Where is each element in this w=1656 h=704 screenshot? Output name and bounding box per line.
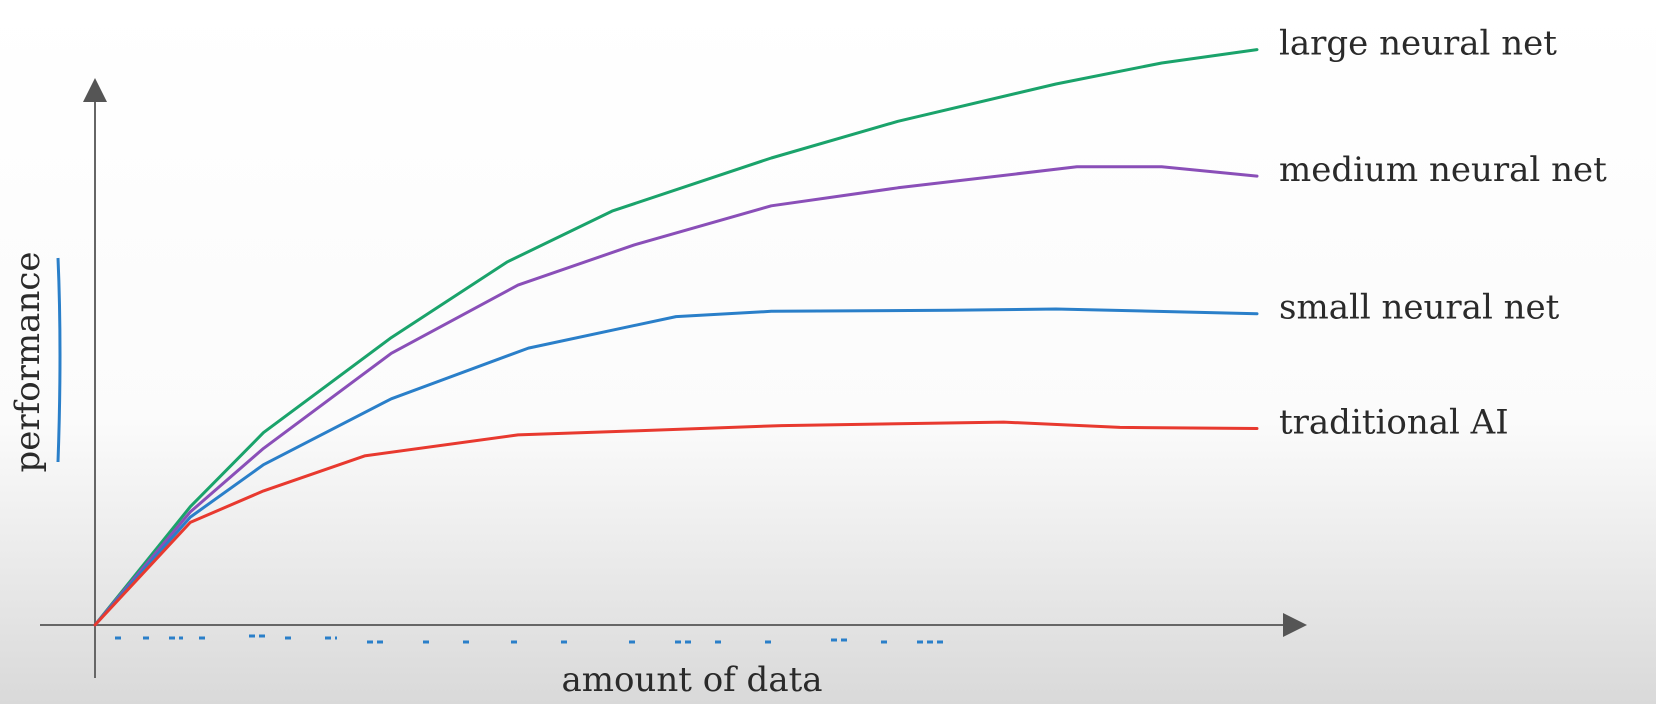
line-label: large neural net	[1279, 24, 1557, 64]
line	[93, 420, 1259, 627]
annotation-stroke	[115, 634, 947, 644]
y-axis-label: performance	[8, 251, 48, 472]
annotation-stroke	[56, 257, 62, 463]
line	[93, 307, 1259, 627]
line-label: medium neural net	[1279, 150, 1607, 190]
line	[93, 48, 1259, 627]
line-label: small neural net	[1279, 288, 1560, 328]
line	[93, 165, 1259, 627]
x-axis-arrow	[1283, 613, 1307, 637]
line-label: traditional AI	[1279, 403, 1509, 443]
x-axis-label: amount of data	[561, 660, 822, 700]
y-axis-arrow	[83, 78, 107, 102]
